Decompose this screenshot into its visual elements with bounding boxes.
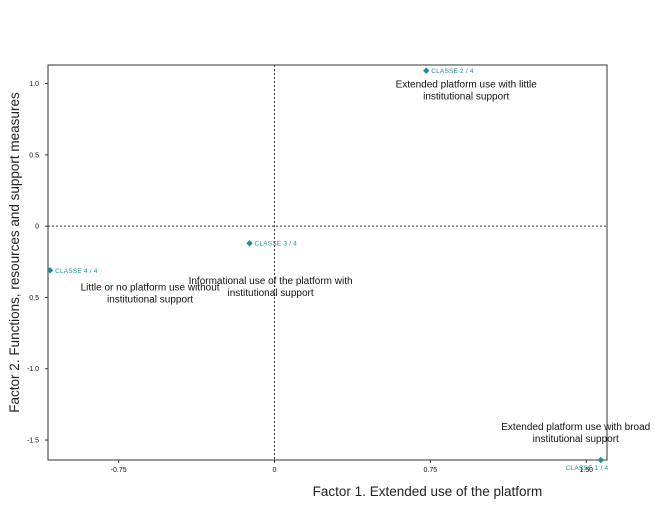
- y-tick-label: 0.5: [29, 152, 39, 159]
- point-label: CLASSE 2 / 4: [431, 68, 474, 75]
- point-marker: [46, 267, 54, 274]
- y-axis-title: Factor 2. Functions, resources and suppo…: [7, 92, 22, 413]
- x-axis-title: Factor 1. Extended use of the platform: [313, 484, 543, 499]
- point-annotation: Informational use of the platform with: [189, 276, 353, 287]
- point-annotation: institutional support: [423, 92, 509, 103]
- x-tick-label: 0: [273, 467, 277, 474]
- point-marker: [246, 240, 253, 247]
- point-annotation: Extended platform use with broad: [501, 422, 650, 433]
- point-annotation: institutional support: [107, 294, 193, 305]
- data-points: CLASSE 2 / 4 Extended platform use with l…: [46, 67, 650, 472]
- point-marker: [423, 67, 430, 74]
- plot-frame: [47, 64, 608, 461]
- x-tick-label: 0.75: [424, 467, 438, 474]
- y-axis-ticks: 1.0 0.5 0 0.5 -1.0 -1.5: [27, 81, 48, 445]
- y-tick-label: 0.5: [29, 295, 39, 302]
- y-tick-label: -1.5: [27, 438, 39, 445]
- x-tick-label: -0.75: [111, 467, 127, 474]
- point-label: CLASSE 3 / 4: [255, 241, 298, 248]
- point-label: CLASSE 1 / 4: [566, 465, 609, 472]
- point-annotation: institutional support: [227, 288, 313, 299]
- point-annotation: Extended platform use with little: [396, 80, 538, 91]
- point-annotation: Little or no platform use without: [81, 282, 220, 293]
- x-axis-ticks: -0.75 0 0.75 1.50: [111, 460, 593, 474]
- y-tick-label: 1.0: [29, 81, 39, 88]
- point-annotation: institutional support: [533, 434, 619, 445]
- point-marker: [597, 456, 604, 464]
- reference-lines: [48, 65, 607, 460]
- y-tick-label: -1.0: [27, 366, 39, 373]
- x-tick-label: 1.50: [579, 467, 593, 474]
- point-label: CLASSE 4 / 4: [55, 268, 98, 275]
- y-tick-label: 0: [35, 224, 39, 231]
